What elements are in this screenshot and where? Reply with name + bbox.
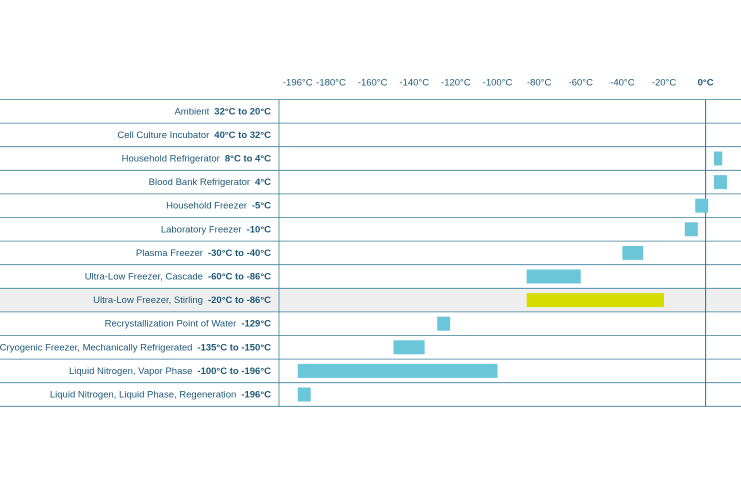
x-tick-label: -120°C: [441, 78, 471, 89]
row-label: Ultra-Low Freezer, Cascade -60°C to -86°C: [85, 271, 271, 282]
range-label: -135°C to -150°C: [197, 342, 271, 353]
x-tick-label: -20°C: [652, 78, 677, 89]
category-name: Cryogenic Freezer, Mechanically Refriger…: [0, 342, 192, 353]
category-name: Ambient: [174, 106, 209, 117]
range-label: 8°C to 4°C: [225, 153, 271, 164]
x-tick-label: -80°C: [527, 78, 552, 89]
range-label: -5°C: [252, 200, 271, 211]
x-tick-label: -140°C: [399, 78, 429, 89]
bar: [393, 340, 425, 355]
range-label: 40°C to 32°C: [214, 129, 271, 140]
row-label: Liquid Nitrogen, Liquid Phase, Regenerat…: [50, 389, 271, 400]
x-tick-label: 0°C: [698, 78, 714, 89]
range-label: -10°C: [247, 224, 272, 235]
row-label: Laboratory Freezer -10°C: [161, 224, 271, 235]
range-label: -100°C to -196°C: [197, 365, 271, 376]
category-name: Liquid Nitrogen, Liquid Phase, Regenerat…: [50, 389, 236, 400]
bar: [297, 363, 498, 378]
row-label: Cell Culture Incubator 40°C to 32°C: [117, 129, 271, 140]
category-name: Recrystallization Point of Water: [105, 318, 237, 329]
row-label: Liquid Nitrogen, Vapor Phase -100°C to -1…: [69, 365, 271, 376]
x-tick-label: -100°C: [483, 78, 513, 89]
row-label: Household Refrigerator 8°C to 4°C: [122, 153, 272, 164]
range-label: -20°C to -86°C: [208, 295, 271, 306]
bar: [695, 198, 709, 213]
bar: [297, 387, 311, 402]
category-name: Blood Bank Refrigerator: [149, 177, 250, 188]
row-label: Household Freezer -5°C: [166, 200, 271, 211]
category-name: Ultra-Low Freezer, Cascade: [85, 271, 203, 282]
row-label: Ultra-Low Freezer, Stirling -20°C to -86°…: [93, 295, 271, 306]
category-name: Plasma Freezer: [136, 247, 203, 258]
row-label: Ambient 32°C to 20°C: [174, 106, 271, 117]
category-name: Household Refrigerator: [122, 153, 220, 164]
x-tick-label: -60°C: [569, 78, 594, 89]
bar: [684, 222, 698, 237]
range-label: -60°C to -86°C: [208, 271, 271, 282]
x-tick-label: -40°C: [610, 78, 635, 89]
bar: [526, 269, 581, 284]
category-name: Cell Culture Incubator: [117, 129, 209, 140]
range-label: 32°C to 20°C: [214, 106, 271, 117]
x-tick-label: -180°C: [316, 78, 346, 89]
row-label: Recrystallization Point of Water -129°C: [105, 318, 271, 329]
row-label: Blood Bank Refrigerator 4°C: [149, 177, 271, 188]
range-label: -30°C to -40°C: [208, 247, 271, 258]
bar: [713, 151, 723, 166]
row-label: Cryogenic Freezer, Mechanically Refriger…: [0, 342, 271, 353]
row-label: Plasma Freezer -30°C to -40°C: [136, 247, 271, 258]
category-name: Household Freezer: [166, 200, 247, 211]
bar: [526, 293, 664, 308]
category-name: Liquid Nitrogen, Vapor Phase: [69, 365, 192, 376]
category-name: Laboratory Freezer: [161, 224, 242, 235]
bar: [622, 245, 644, 260]
bar: [437, 316, 451, 331]
range-label: 4°C: [255, 177, 271, 188]
range-label: -196°C: [241, 389, 271, 400]
bar: [713, 175, 727, 190]
category-name: Ultra-Low Freezer, Stirling: [93, 295, 203, 306]
x-tick-label: -196°C: [283, 78, 313, 89]
x-tick-label: -160°C: [358, 78, 388, 89]
range-label: -129°C: [241, 318, 271, 329]
